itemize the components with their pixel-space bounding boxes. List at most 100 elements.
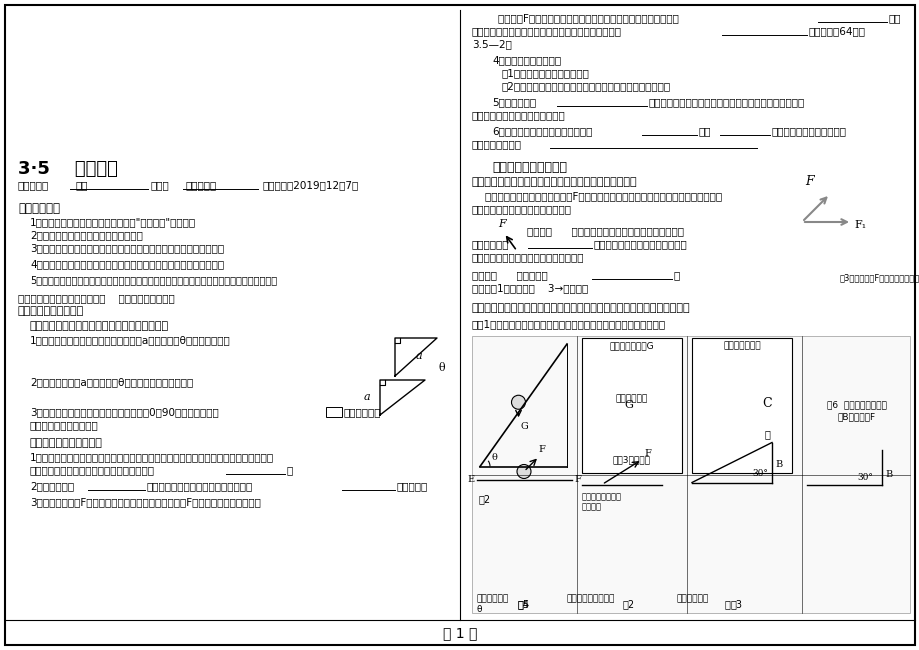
Text: F: F [805, 175, 813, 188]
Text: F: F [538, 445, 545, 454]
Text: （2）将一个力沿着互相垂直的两个方向分解，叫正交分解。: （2）将一个力沿着互相垂直的两个方向分解，叫正交分解。 [502, 81, 670, 91]
Text: F₁: F₁ [853, 220, 865, 230]
Text: 1．理解力的分解和分力的概念，强化"等效替代"的思想。: 1．理解力的分解和分力的概念，强化"等效替代"的思想。 [30, 217, 196, 227]
Text: 高一物理组: 高一物理组 [186, 180, 217, 190]
Text: 4、力的分解的一般原则: 4、力的分解的一般原则 [492, 55, 561, 65]
Text: 1、几个力作用在一个物体上，如果它们共同作用产生的效果跟作用在该物体上的一个力: 1、几个力作用在一个物体上，如果它们共同作用产生的效果跟作用在该物体上的一个力 [30, 452, 274, 462]
Text: 利用平行四边形定则作出已知力F在以下三种情况下的两个分力，并根据所做的图说明: 利用平行四边形定则作出已知力F在以下三种情况下的两个分力，并根据所做的图说明 [471, 191, 721, 201]
Text: E: E [468, 475, 474, 484]
Text: 对大: 对大 [888, 13, 901, 23]
Text: （1）按照力的作用效果分解。: （1）按照力的作用效果分解。 [502, 68, 589, 78]
Text: 问题1、试分析下列各力的作用效果，并用虚线表示出作用效果的方向: 问题1、试分析下列各力的作用效果，并用虚线表示出作用效果的方向 [471, 319, 665, 329]
Text: G: G [520, 422, 528, 431]
Text: 【学法指导】平行四边形的确定    三角函数的相关计算: 【学法指导】平行四边形的确定 三角函数的相关计算 [18, 293, 175, 303]
Text: 对大小、方向不同的分力。这些分: 对大小、方向不同的分力。这些分 [594, 239, 687, 249]
Text: 2．理解力的分解是力的合成的逆运算。: 2．理解力的分解是力的合成的逆运算。 [30, 230, 142, 240]
Text: 以: 以 [764, 430, 769, 439]
Text: 制，可以分解: 制，可以分解 [471, 239, 509, 249]
Text: 3.5—2）: 3.5—2） [471, 39, 511, 49]
Bar [325, 407, 342, 417]
Text: 沈飞: 沈飞 [76, 180, 88, 190]
Text: 聚焦学习目标二：【理解力的分解是力的合成的逆运算】: 聚焦学习目标二：【理解力的分解是力的合成的逆运算】 [471, 177, 637, 187]
Text: B: B [774, 460, 781, 469]
Text: θ: θ [438, 363, 445, 373]
Text: F: F [497, 219, 505, 229]
Text: 根据图（      ）以得到：分解一个已知力，如果不加限: 根据图（ ）以得到：分解一个已知力，如果不加限 [527, 226, 683, 236]
Text: 1、如图所示，已知直角三角形的斜边为a，一锐角为θ，求两直角边。: 1、如图所示，已知直角三角形的斜边为a，一锐角为θ，求两直角边。 [30, 335, 231, 345]
Text: 就表示力F的两个分力，如果没有其他限制，同一个力可以分解为: 就表示力F的两个分力，如果没有其他限制，同一个力可以分解为 [471, 13, 678, 23]
Text: 5．能区别矢量和标量，知道三角形定则，了解三角形定则与平行四边形定则的实质是一样的。: 5．能区别矢量和标量，知道三角形定则，了解三角形定则与平行四边形定则的实质是一样… [30, 275, 277, 285]
Text: 道的矢量有哪些？: 道的矢量有哪些？ [471, 139, 521, 149]
Text: ，同样遵守: ，同样遵守 [397, 481, 427, 491]
Text: 一个分力的方向为: 一个分力的方向为 [582, 493, 621, 502]
Text: 一、初中数学知识回顾：（三角函数相关知识）: 一、初中数学知识回顾：（三角函数相关知识） [30, 321, 169, 331]
Text: 图2: 图2 [622, 599, 634, 609]
Text: 图6  因重物作用，细绳: 图6 因重物作用，细绳 [826, 401, 886, 410]
Text: 3．初步掌握力的分解要根据实际需要来确定分力的方向。（重难点）: 3．初步掌握力的分解要根据实际需要来确定分力的方向。（重难点） [30, 243, 224, 253]
Text: 对B点的拉力F: 对B点的拉力F [837, 413, 875, 422]
Text: 用力效果分力: 用力效果分力 [615, 395, 647, 404]
Text: 编写时间：2019年12月7日: 编写时间：2019年12月7日 [263, 180, 358, 190]
Text: 2、已知一直角边a，一锐角为θ，求另一直角边和斜边。: 2、已知一直角边a，一锐角为θ，求另一直角边和斜边。 [30, 377, 193, 387]
Text: 图5: 图5 [517, 599, 529, 609]
Bar [691, 338, 791, 473]
Text: 第一部分【课前热身】: 第一部分【课前热身】 [18, 306, 85, 316]
Text: 6、既有大小又有方向，相加时遵从: 6、既有大小又有方向，相加时遵从 [492, 126, 592, 136]
Text: 图3: 图3 [731, 599, 743, 609]
Text: B: B [884, 470, 891, 479]
Text: 目标3】各图明: 目标3】各图明 [612, 456, 651, 465]
Text: 4．会用作图法求分力，会用直角三角形的知识计算分力。（重难点）: 4．会用作图法求分力，会用直角三角形的知识计算分力。（重难点） [30, 259, 224, 269]
Text: θ: θ [492, 454, 497, 463]
Text: 【学习目标】: 【学习目标】 [18, 202, 60, 215]
Text: 的正弦值、余: 的正弦值、余 [344, 407, 381, 417]
Text: 。（课本第64页图: 。（课本第64页图 [808, 26, 865, 36]
Text: 受到的力，并: 受到的力，并 [676, 595, 709, 603]
Text: 平行四边形定则的实质是一样的。: 平行四边形定则的实质是一样的。 [471, 110, 565, 120]
Text: ）的物理量叫做矢量，你知: ）的物理量叫做矢量，你知 [771, 126, 846, 136]
Text: 的情况（1）分力没有    3→对分力。: 的情况（1）分力没有 3→对分力。 [471, 283, 587, 293]
Text: 3·5    力的分解: 3·5 力的分解 [18, 160, 118, 178]
Text: 二、课前预习：力的分解: 二、课前预习：力的分解 [30, 438, 103, 448]
Text: F: F [643, 448, 650, 458]
Text: 产生的效果相同，则这几个力就叫做那个力的: 产生的效果相同，则这几个力就叫做那个力的 [30, 465, 154, 475]
Text: 从而求出合矢量的方法，叫做三角形定则。三角形定则与: 从而求出合矢量的方法，叫做三角形定则。三角形定则与 [648, 97, 804, 107]
Text: a: a [415, 351, 422, 361]
Text: （2: （2 [479, 495, 491, 504]
Text: 【角三角形的知: 【角三角形的知 [722, 341, 760, 350]
Text: 。: 。 [287, 465, 293, 475]
Text: 聚焦学习目标三：【初步掌握力的分解要根据实际需要来确定分力的方向】: 聚焦学习目标三：【初步掌握力的分解要根据实际需要来确定分力的方向】 [471, 303, 690, 313]
Text: 根据图（      ）可知：在: 根据图（ ）可知：在 [471, 270, 547, 280]
Text: 2、求一个力的: 2、求一个力的 [30, 481, 74, 491]
Text: 三角形的矩阵: 三角形的矩阵 [476, 595, 509, 603]
Text: 图4: 图4 [517, 599, 529, 609]
Text: 水平方向: 水平方向 [582, 502, 601, 512]
Text: 3、在三角函数中，某角增大时（角度值在0到90度范围内变化）: 3、在三角函数中，某角增大时（角度值在0到90度范围内变化） [30, 407, 219, 417]
Text: 【会用作图法：G: 【会用作图法：G [609, 341, 653, 350]
Text: 5、把两个矢量: 5、把两个矢量 [492, 97, 536, 107]
Text: 30°: 30° [857, 473, 872, 482]
Text: G: G [624, 400, 633, 410]
Text: 或: 或 [674, 270, 679, 280]
Text: 第 1 页: 第 1 页 [442, 626, 477, 640]
Text: 编写教师：: 编写教师： [18, 180, 50, 190]
Text: （3）一个合力F的大小和方向已知: （3）一个合力F的大小和方向已知 [839, 273, 919, 282]
Text: 研讨：: 研讨： [151, 180, 170, 190]
Text: 3、把一个已知力F作为平行四边形的对角线，那么，与F共点的平行四边形的两个: 3、把一个已知力F作为平行四边形的对角线，那么，与F共点的平行四边形的两个 [30, 497, 261, 507]
Bar [582, 338, 681, 473]
Text: （或: （或 [698, 126, 710, 136]
Text: 30°: 30° [751, 469, 767, 478]
Text: 第二部分【问题探究】: 第二部分【问题探究】 [492, 161, 566, 174]
Text: 每种情况下力的分解是否有唯一值？: 每种情况下力的分解是否有唯一值？ [471, 204, 572, 214]
Text: 力可以比已知力大，也可以比已知力小。: 力可以比已知力大，也可以比已知力小。 [471, 252, 584, 262]
Bar [471, 336, 909, 613]
Text: a: a [363, 392, 369, 402]
Text: 小、方向不同的分力，所以一个已知力要根据力的实际: 小、方向不同的分力，所以一个已知力要根据力的实际 [471, 26, 621, 36]
Circle shape [511, 395, 525, 410]
Text: 角: 角 [723, 599, 729, 609]
Text: 弦值、正切值如何变化？: 弦值、正切值如何变化？ [30, 420, 98, 430]
Text: F: F [573, 475, 580, 484]
Circle shape [516, 465, 530, 478]
Text: θ: θ [476, 604, 482, 614]
Text: 叫做力的分解。力的分解是力的合成的: 叫做力的分解。力的分解是力的合成的 [147, 481, 253, 491]
Text: C: C [761, 396, 771, 410]
